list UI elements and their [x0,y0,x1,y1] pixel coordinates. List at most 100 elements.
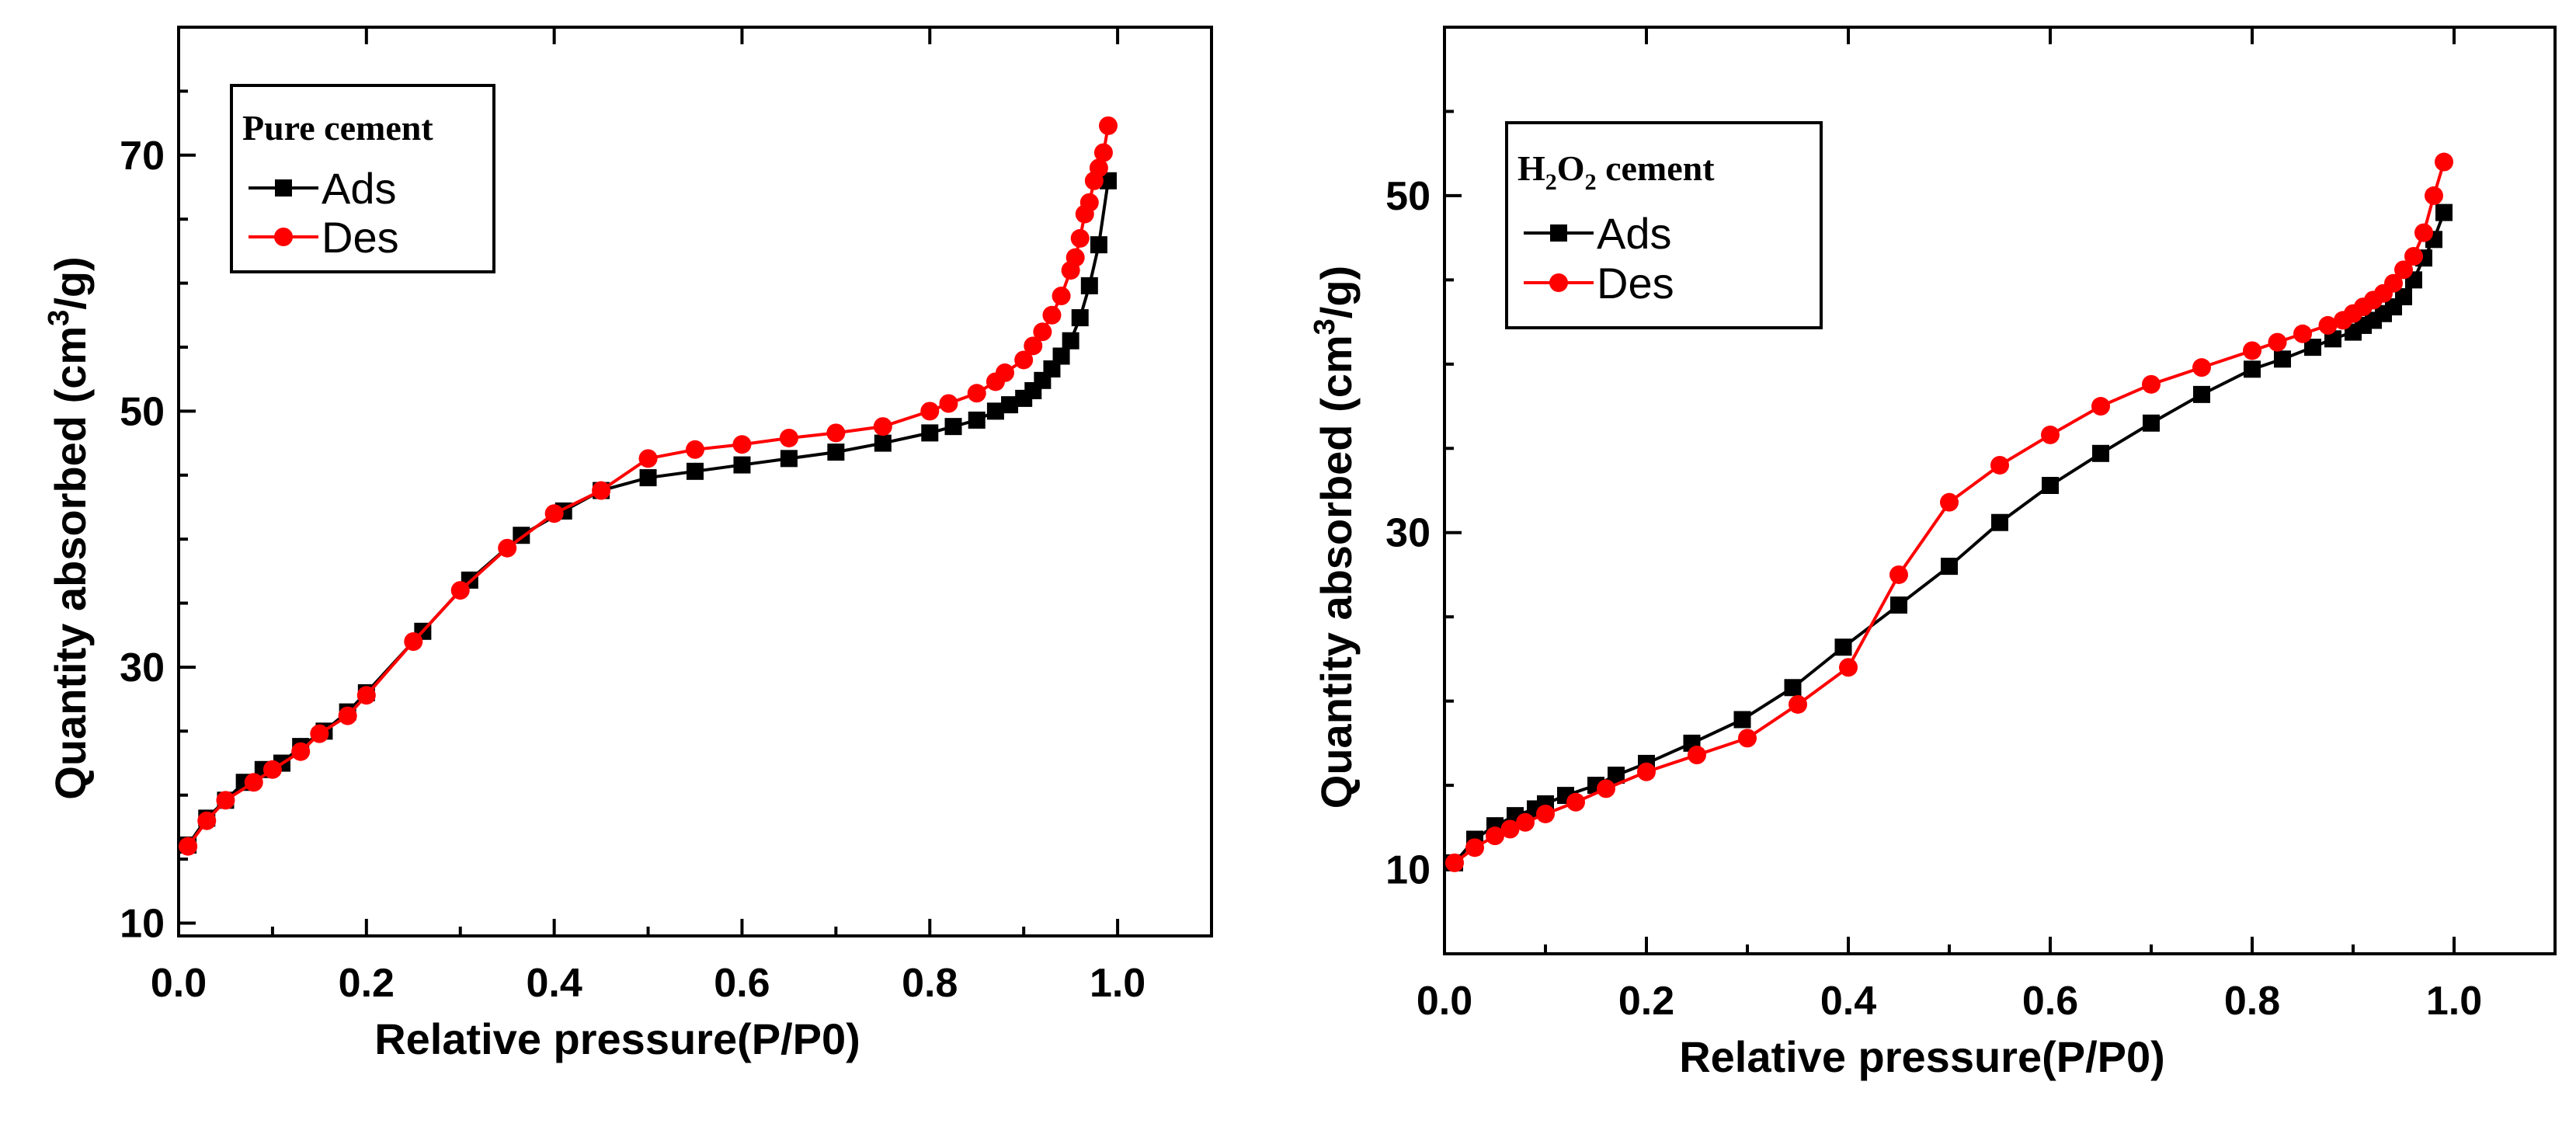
data-point-des [2091,397,2110,416]
x-tick-label: 0.8 [902,961,958,1006]
data-point-des [1789,694,1807,714]
data-point-des [1839,658,1858,677]
data-point-ads [733,456,751,474]
data-point-ads [2274,350,2291,368]
data-point-des [1486,826,1504,846]
data-point-ads [2143,414,2160,432]
data-point-des [920,402,940,421]
data-point-ads [921,424,939,442]
data-point-ads [1090,236,1107,254]
data-point-ads [1062,332,1079,350]
data-point-ads [1784,679,1802,697]
data-point-des [967,384,986,403]
data-point-des [1516,812,1535,832]
x-tick-label: 1.0 [2426,979,2482,1024]
data-point-ads [1733,711,1751,729]
data-point-ads [1001,396,1019,414]
x-tick-label: 0.2 [1618,979,1674,1024]
x-tick-label: 1.0 [1090,961,1145,1006]
data-point-des [2293,324,2312,343]
legend-label-des: Des [1597,259,1674,308]
data-point-ads [1100,172,1117,190]
data-point-des [1597,779,1615,798]
data-point-des [2192,358,2211,377]
data-point-des [1738,729,1757,748]
legend-marker-ads [275,179,292,197]
data-point-ads [827,443,845,461]
data-point-des [2394,260,2413,280]
legend-label-ads: Ads [322,164,397,213]
x-tick-label: 0.4 [1820,979,1876,1024]
data-point-des [1099,116,1118,135]
data-point-des [356,686,376,705]
y-tick-label: 10 [120,902,165,947]
data-point-ads [2244,360,2261,378]
y-axis-title: Quantity absorbed (cm3/g) [43,256,95,799]
data-point-des [732,435,752,454]
x-tick-label: 0.6 [714,961,770,1006]
y-tick-label: 30 [120,645,165,690]
data-point-ads [1052,347,1070,365]
data-point-des [2243,341,2261,360]
data-point-des [1089,158,1108,178]
data-point-ads [1834,638,1852,656]
data-point-des [1024,336,1043,356]
x-tick-label: 0.0 [1417,979,1472,1024]
legend-title: H2O2 cement [1517,148,1715,195]
data-point-ads [944,418,962,436]
data-point-ads [2042,476,2059,494]
data-point-ads [780,450,798,468]
x-axis-title: Relative pressure(P/P0) [374,1014,860,1063]
data-point-des [1688,746,1706,765]
data-point-des [1014,350,1034,370]
data-point-des [1566,792,1585,812]
data-point-des [1465,838,1484,857]
x-tick-label: 0.8 [2224,979,2280,1024]
data-point-ads [1890,596,1907,614]
data-point-ads [968,411,986,429]
data-point-des [2435,152,2453,172]
data-point-ads [2193,385,2210,403]
series-line-ads [186,180,1110,847]
data-point-des [544,504,564,523]
data-point-des [1079,193,1099,212]
data-point-des [1066,248,1085,267]
chart-panel-1: 0.0 0.2 0.4 0.6 0.8 1.0 10 30 50 70 Relative press… [43,26,1213,1063]
data-point-des [1990,455,2009,475]
data-point-des [686,440,704,459]
data-point-des [498,538,517,558]
x-tick-label: 0.0 [151,961,207,1006]
plot-frame [177,26,1213,937]
y-tick-label: 50 [1385,174,1431,219]
data-point-ads [687,462,704,480]
legend-label-ads: Ads [1597,209,1672,258]
data-point-des [179,837,198,856]
x-tick-label: 0.6 [2022,979,2078,1024]
legend-title: Pure cement [242,108,433,148]
data-point-des [1889,565,1908,584]
data-point-ads [1080,277,1098,294]
data-point-des [244,773,263,792]
data-point-ads [986,402,1004,420]
data-point-des [592,481,611,500]
data-point-ads [2092,444,2109,462]
x-tick-label: 0.4 [526,961,582,1006]
y-tick-label: 30 [1385,511,1431,556]
data-point-ads [1608,767,1625,784]
data-point-des [1940,492,1959,512]
data-point-ads [2395,288,2412,306]
data-point-des [873,417,892,437]
data-point-des [338,706,357,725]
data-point-ads [2304,339,2321,357]
data-point-des [826,423,846,443]
data-point-des [939,394,958,413]
data-point-des [1070,228,1090,248]
y-tick-label: 70 [120,134,165,179]
data-point-des [2404,246,2423,266]
data-point-ads [639,469,657,487]
data-point-des [1042,305,1062,325]
data-point-des [2318,315,2338,335]
data-point-des [216,791,235,810]
data-point-des [2268,332,2287,352]
